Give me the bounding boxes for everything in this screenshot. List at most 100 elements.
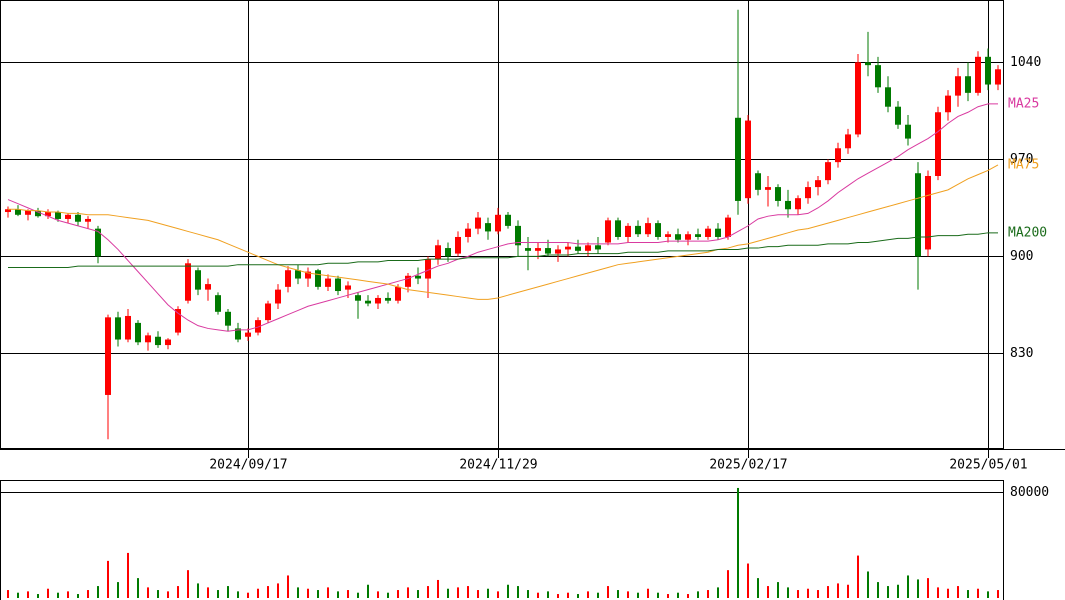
volume-bar bbox=[407, 587, 409, 598]
volume-bar bbox=[327, 587, 329, 598]
volume-bar bbox=[137, 578, 139, 598]
volume-bar bbox=[167, 591, 169, 598]
volume-bar bbox=[867, 571, 869, 598]
volume-bar bbox=[637, 592, 639, 598]
volume-bar bbox=[997, 590, 999, 598]
candle-body bbox=[95, 228, 101, 257]
candle-body bbox=[175, 309, 181, 333]
y-tick-label: 900 bbox=[1010, 249, 1033, 264]
volume-bar bbox=[917, 579, 919, 598]
candle-body bbox=[345, 285, 351, 290]
candle-body bbox=[255, 320, 261, 333]
candle-body bbox=[435, 245, 441, 260]
volume-bar bbox=[427, 586, 429, 598]
volume-bar bbox=[267, 586, 269, 598]
volume-bar bbox=[647, 588, 649, 598]
volume-bar bbox=[307, 588, 309, 598]
volume-bar bbox=[877, 582, 879, 598]
candle-body bbox=[215, 295, 221, 312]
candle-body bbox=[625, 225, 631, 237]
volume-bar bbox=[547, 591, 549, 598]
candle-body bbox=[955, 76, 961, 96]
candle-body bbox=[905, 124, 911, 139]
candle-body bbox=[595, 245, 601, 250]
legend-label: MA25 bbox=[1008, 96, 1039, 111]
candle-body bbox=[675, 234, 681, 240]
volume-bar bbox=[827, 586, 829, 598]
candle-body bbox=[645, 223, 651, 235]
volume-bar bbox=[687, 594, 689, 598]
volume-bar bbox=[857, 555, 859, 598]
candle-body bbox=[615, 220, 621, 237]
candle-body bbox=[765, 187, 771, 190]
volume-bar bbox=[367, 584, 369, 598]
y-tick-label: 970 bbox=[1010, 152, 1033, 167]
volume-bar bbox=[387, 592, 389, 598]
candle-body bbox=[405, 275, 411, 287]
moving-average-line bbox=[8, 232, 998, 268]
volume-bar bbox=[627, 591, 629, 598]
volume-bar bbox=[357, 592, 359, 598]
legend-label: MA200 bbox=[1008, 225, 1047, 240]
volume-bar bbox=[887, 586, 889, 598]
volume-bar bbox=[747, 563, 749, 598]
volume-bar bbox=[817, 590, 819, 598]
candle-body bbox=[35, 210, 41, 217]
candle-body bbox=[695, 234, 701, 237]
candle-body bbox=[115, 317, 121, 340]
volume-tick-label: 80000 bbox=[1010, 485, 1049, 500]
volume-bar bbox=[837, 583, 839, 598]
volume-bar bbox=[667, 594, 669, 598]
volume-bar bbox=[47, 588, 49, 598]
volume-bar bbox=[657, 592, 659, 598]
moving-average-line bbox=[8, 164, 999, 300]
candle-body bbox=[815, 180, 821, 188]
candle-body bbox=[485, 223, 491, 232]
volume-bar bbox=[897, 584, 899, 598]
candle-body bbox=[165, 339, 171, 346]
candle-body bbox=[55, 212, 61, 219]
volume-bar bbox=[497, 591, 499, 598]
candle-body bbox=[525, 248, 531, 251]
volume-bar bbox=[447, 588, 449, 598]
volume-bar bbox=[787, 587, 789, 598]
candle-body bbox=[975, 56, 981, 93]
candle-body bbox=[725, 217, 731, 237]
volume-bar bbox=[757, 578, 759, 598]
candle-body bbox=[835, 148, 841, 163]
volume-bar bbox=[247, 592, 249, 598]
volume-bar bbox=[117, 582, 119, 598]
volume-bar bbox=[337, 591, 339, 598]
candle-body bbox=[715, 228, 721, 237]
candle-body bbox=[105, 317, 111, 395]
candle-body bbox=[155, 336, 161, 346]
volume-bar bbox=[777, 582, 779, 598]
volume-bar bbox=[577, 594, 579, 598]
volume-bar bbox=[947, 588, 949, 598]
volume-bar bbox=[937, 587, 939, 598]
candle-body bbox=[515, 225, 521, 246]
volume-bar bbox=[397, 590, 399, 598]
volume-bar bbox=[157, 590, 159, 598]
candle-body bbox=[305, 271, 311, 279]
volume-bar bbox=[477, 590, 479, 598]
candle-body bbox=[665, 234, 671, 237]
volume-bar bbox=[507, 584, 509, 598]
x-tick-label: 2024/11/29 bbox=[459, 458, 537, 473]
volume-bar bbox=[567, 592, 569, 598]
volume-bar bbox=[27, 591, 29, 598]
candle-body bbox=[705, 228, 711, 237]
candle-body bbox=[355, 295, 361, 301]
volume-bar bbox=[297, 587, 299, 598]
volume-bar bbox=[37, 594, 39, 598]
volume-bar bbox=[957, 586, 959, 598]
candle-body bbox=[895, 106, 901, 125]
candle-body bbox=[995, 69, 1001, 85]
candle-body bbox=[845, 134, 851, 149]
volume-bar bbox=[737, 487, 739, 598]
candle-body bbox=[945, 95, 951, 113]
candle-body bbox=[735, 117, 741, 201]
volume-bar bbox=[707, 590, 709, 598]
volume-bar bbox=[677, 592, 679, 598]
volume-bar bbox=[557, 594, 559, 598]
